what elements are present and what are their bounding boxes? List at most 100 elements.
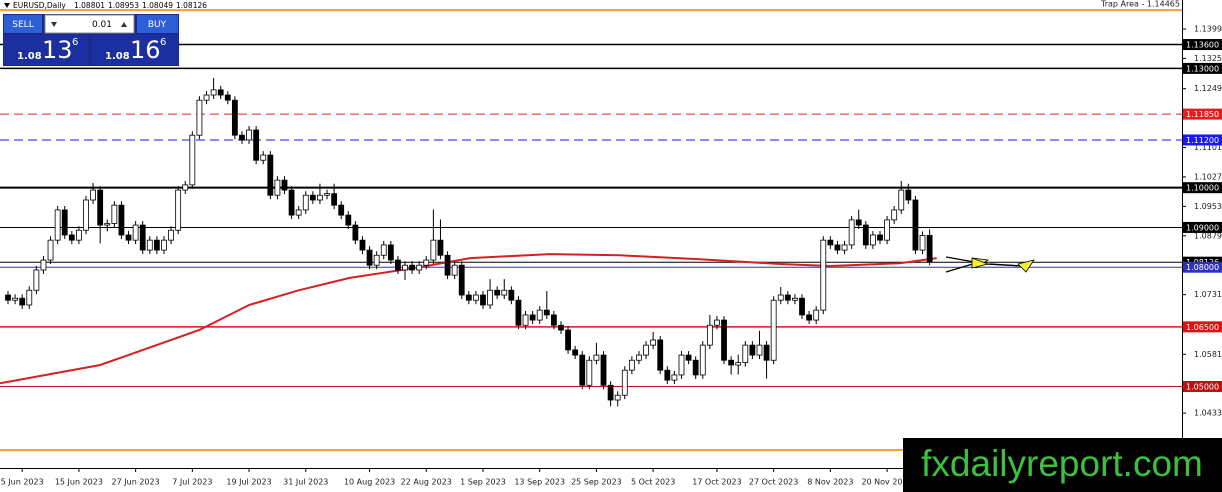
sell-price-box[interactable] bbox=[4, 35, 88, 65]
y-tick-label: 1.13250 bbox=[1194, 54, 1222, 63]
level-label-box bbox=[1183, 261, 1222, 273]
sell-button[interactable] bbox=[4, 15, 42, 33]
header-open: 1.08801 bbox=[74, 1, 105, 10]
sell-price-pips: 13 bbox=[42, 36, 73, 64]
candle-body bbox=[721, 319, 727, 361]
level-label-box bbox=[1183, 380, 1222, 392]
level-label-box bbox=[1183, 182, 1222, 194]
candle-body bbox=[678, 354, 685, 376]
lot-down[interactable] bbox=[51, 22, 57, 27]
candle-body bbox=[458, 264, 465, 296]
candle-body bbox=[189, 134, 196, 186]
x-tick-label: 20 Nov 2023 bbox=[861, 478, 912, 487]
candle-body bbox=[12, 297, 19, 301]
candle-body bbox=[331, 193, 338, 206]
candle-body bbox=[345, 214, 352, 226]
candle-body bbox=[784, 294, 791, 301]
candle-body bbox=[664, 369, 671, 381]
candle-body bbox=[402, 264, 408, 271]
candle-body bbox=[387, 244, 394, 261]
candle-body bbox=[168, 229, 174, 241]
candle-body bbox=[749, 344, 756, 356]
x-tick-label: 15 Jun 2023 bbox=[55, 478, 103, 487]
candle-body bbox=[827, 239, 834, 246]
x-tick-label: 8 Nov 2023 bbox=[807, 478, 853, 487]
candle-body bbox=[451, 264, 458, 276]
candle-body bbox=[47, 239, 54, 261]
y-tick-label: 1.13990 bbox=[1194, 25, 1222, 34]
candle-body bbox=[68, 234, 75, 241]
candle-body bbox=[317, 194, 323, 201]
level-label-box bbox=[1183, 62, 1222, 74]
candle-body bbox=[260, 154, 267, 161]
candle-body bbox=[628, 359, 635, 371]
level-label: 1.11850 bbox=[1186, 110, 1219, 119]
candle-body bbox=[536, 309, 543, 321]
candle-body bbox=[295, 209, 302, 216]
candle-body bbox=[465, 294, 472, 301]
candle-body bbox=[274, 179, 281, 196]
candle-body bbox=[33, 269, 40, 291]
candle-body bbox=[253, 129, 260, 161]
candle-body bbox=[600, 354, 607, 386]
candle-body bbox=[501, 289, 508, 296]
level-label: 1.10000 bbox=[1186, 184, 1219, 193]
lot-field[interactable] bbox=[44, 14, 135, 34]
buy-button[interactable] bbox=[137, 15, 178, 33]
header-high: 1.08953 bbox=[108, 1, 139, 10]
candle-body bbox=[650, 339, 657, 346]
sell-price-base: 1.08 bbox=[17, 51, 42, 62]
buy-price-box[interactable] bbox=[92, 35, 178, 65]
lot-up[interactable] bbox=[121, 22, 127, 27]
candle-body bbox=[841, 244, 848, 251]
header-close: 1.08126 bbox=[176, 1, 207, 10]
candle-body bbox=[799, 297, 805, 316]
candle-body bbox=[146, 239, 153, 251]
x-tick-label: 5 Oct 2023 bbox=[631, 478, 675, 487]
arrow-head bbox=[971, 257, 990, 269]
y-tick-label: 1.07310 bbox=[1194, 290, 1222, 299]
candle-body bbox=[352, 224, 359, 241]
level-label: 1.11200 bbox=[1186, 136, 1219, 145]
candle-body bbox=[487, 289, 493, 306]
header-low: 1.08049 bbox=[142, 1, 173, 10]
level-label: 1.08000 bbox=[1186, 263, 1219, 272]
level-label: 1.05000 bbox=[1186, 382, 1219, 391]
y-tick-label: 1.11010 bbox=[1194, 143, 1222, 152]
candle-body bbox=[614, 394, 621, 401]
candle-body bbox=[409, 264, 416, 271]
candle-body bbox=[416, 264, 423, 271]
candle-body bbox=[522, 314, 529, 326]
candle-body bbox=[338, 204, 345, 216]
candle-body bbox=[437, 239, 444, 256]
candle-body bbox=[820, 239, 827, 311]
candle-body bbox=[685, 354, 692, 361]
candle-body bbox=[473, 294, 479, 301]
level-label: Trap Area - 1.14465 bbox=[1100, 0, 1180, 9]
buy-price-base: 1.08 bbox=[105, 51, 130, 62]
candle-body bbox=[770, 299, 777, 361]
candle-body bbox=[777, 294, 784, 301]
candle-body bbox=[593, 354, 600, 361]
candle-body bbox=[224, 94, 231, 101]
candle-body bbox=[111, 204, 118, 224]
level-label: 1.13000 bbox=[1186, 64, 1219, 73]
annotation-arrows bbox=[945, 256, 1035, 273]
candle-body bbox=[480, 294, 486, 306]
candle-body bbox=[855, 219, 862, 226]
level-label-box bbox=[1183, 39, 1222, 51]
x-tick-label: 10 Aug 2023 bbox=[344, 478, 395, 487]
candle-body bbox=[104, 223, 111, 226]
candle-body bbox=[161, 239, 167, 251]
candle-body bbox=[132, 224, 139, 241]
candle-body bbox=[848, 219, 855, 246]
x-tick-label: 17 Oct 2023 bbox=[692, 478, 741, 487]
candle-body bbox=[543, 309, 550, 316]
sell-label: SELL bbox=[12, 20, 33, 30]
candle-body bbox=[806, 314, 813, 321]
y-tick-label: 1.10270 bbox=[1194, 172, 1222, 181]
y-tick-label: 1.04330 bbox=[1194, 409, 1222, 418]
